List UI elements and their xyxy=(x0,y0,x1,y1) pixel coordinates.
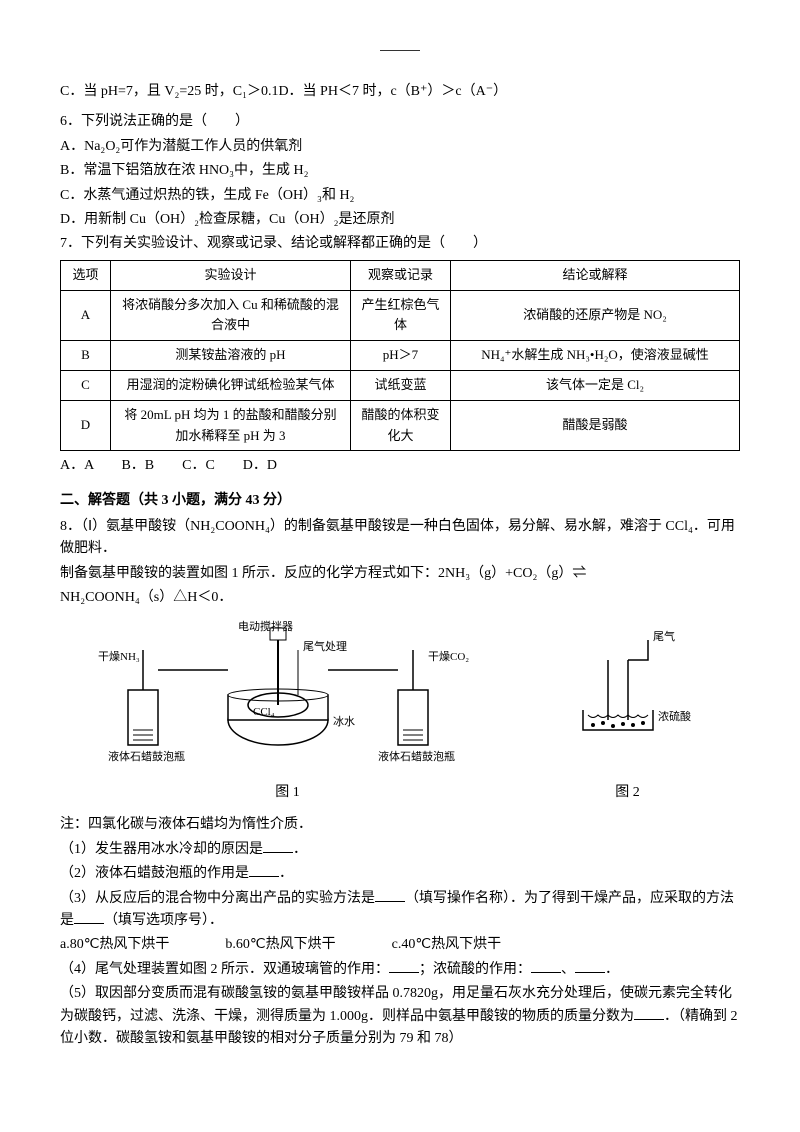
table-row: A 将浓硝酸分多次加入 Cu 和稀硫酸的混合液中 产生红棕色气体 浓硝酸的还原产… xyxy=(61,290,740,341)
header-rule xyxy=(380,50,420,51)
table-cell: 该气体一定是 Cl₂ xyxy=(451,370,740,400)
table-row: D 将 20mL pH 均为 1 的盐酸和醋酸分别加水稀释至 pH 为 3 醋酸… xyxy=(61,400,740,451)
q8-sub3c-text: （填写选项序号）． xyxy=(104,913,223,928)
fig1-caption: 图 1 xyxy=(98,782,478,804)
blank-fill[interactable] xyxy=(249,876,279,877)
q6-option-a: A．Na₂O₂可作为潜艇工作人员的供氧剂 xyxy=(60,136,740,158)
q8-sub4b-text: ；浓硫酸的作用： xyxy=(419,962,531,977)
q8-sub3-options: a.80℃热风下烘干 b.60℃热风下烘干 c.40℃热风下烘干 xyxy=(60,934,740,956)
label-tail: 尾气处理 xyxy=(303,639,347,653)
blank-fill[interactable] xyxy=(575,972,605,973)
label-tail2: 尾气 xyxy=(653,629,675,643)
table-header: 观察或记录 xyxy=(351,260,451,290)
table-cell: 用湿润的淀粉碘化钾试纸检验某气体 xyxy=(111,370,351,400)
table-cell: 测某铵盐溶液的 pH xyxy=(111,341,351,371)
q6-stem: 6．下列说法正确的是（ ） xyxy=(60,111,740,133)
q7-stem: 7．下列有关实验设计、观察或记录、结论或解释都正确的是（ ） xyxy=(60,233,740,255)
q6-option-d: D．用新制 Cu（OH）₂检查尿糖，Cu（OH）₂是还原剂 xyxy=(60,209,740,231)
q8-note: 注：四氯化碳与液体石蜡均为惰性介质． xyxy=(60,814,740,836)
blank-fill[interactable] xyxy=(389,972,419,973)
table-cell: 将 20mL pH 均为 1 的盐酸和醋酸分别加水稀释至 pH 为 3 xyxy=(111,400,351,451)
table-cell: 醋酸的体积变化大 xyxy=(351,400,451,451)
table-cell: B xyxy=(61,341,111,371)
q8-para-2a: 制备氨基甲酸铵的装置如图 1 所示．反应的化学方程式如下：2NH₃（g）+CO₂… xyxy=(60,563,740,585)
label-flask1: 液体石蜡鼓泡瓶 xyxy=(108,749,185,763)
q8-sub3a-text: （3）从反应后的混合物中分离出产品的实验方法是 xyxy=(60,891,375,906)
table-row: C 用湿润的淀粉碘化钾试纸检验某气体 试纸变蓝 该气体一定是 Cl₂ xyxy=(61,370,740,400)
table-row: B 测某铵盐溶液的 pH pH＞7 NH₄⁺水解生成 NH₃•H₂O，使溶液显碱… xyxy=(61,341,740,371)
q8-sub1-text: （1）发生器用冰水冷却的原因是 xyxy=(60,842,263,857)
table-cell: pH＞7 xyxy=(351,341,451,371)
q8-sub4c-text: 、 xyxy=(561,962,575,977)
blank-fill[interactable] xyxy=(263,852,293,853)
table-cell: 试纸变蓝 xyxy=(351,370,451,400)
label-ccl4: CCl₄ xyxy=(253,706,275,718)
section-2-header: 二、解答题（共 3 小题，满分 43 分） xyxy=(60,490,740,512)
q7-table: 选项 实验设计 观察或记录 结论或解释 A 将浓硝酸分多次加入 Cu 和稀硫酸的… xyxy=(60,260,740,452)
q8-para-2b: NH₂COONH₄（s）△H＜0． xyxy=(60,587,740,609)
q8-sub5a-text: （5）取因部分变质而混有碳酸氢铵的氨基甲酸铵样品 0.7820g，用足量石灰水充… xyxy=(60,986,732,1023)
apparatus-2-svg: 尾气 浓硫酸 xyxy=(553,620,703,770)
q8-sub4: （4）尾气处理装置如图 2 所示．双通玻璃管的作用：；浓硫酸的作用：、． xyxy=(60,959,740,981)
label-nh3: 干燥NH₃ xyxy=(98,650,140,663)
q6-option-b: B．常温下铝箔放在浓 HNO₃中，生成 H₂ xyxy=(60,160,740,182)
table-header: 选项 xyxy=(61,260,111,290)
blank-fill[interactable] xyxy=(531,972,561,973)
q8-sub5: （5）取因部分变质而混有碳酸氢铵的氨基甲酸铵样品 0.7820g，用足量石灰水充… xyxy=(60,983,740,1050)
table-header: 结论或解释 xyxy=(451,260,740,290)
q6-option-c: C．水蒸气通过炽热的铁，生成 Fe（OH）₃和 H₂ xyxy=(60,185,740,207)
q5-option-c: C．当 pH=7，且 V₂=25 时，C₁＞0.1D．当 PH＜7 时，c（B⁺… xyxy=(60,81,740,103)
blank-fill[interactable] xyxy=(634,1019,664,1020)
label-co2: 干燥CO₂ xyxy=(428,650,469,663)
q8-sub3: （3）从反应后的混合物中分离出产品的实验方法是（填写操作名称）．为了得到干燥产品… xyxy=(60,888,740,933)
q8-sub2: （2）液体石蜡鼓泡瓶的作用是． xyxy=(60,863,740,885)
table-cell: 将浓硝酸分多次加入 Cu 和稀硫酸的混合液中 xyxy=(111,290,351,341)
figure-1: 干燥NH₃ 液体石蜡鼓泡瓶 电动搅拌器 尾气处理 CCl₄ 冰水 干燥CO₂ 液… xyxy=(98,620,478,805)
q7-options: A．A B．B C．C D．D xyxy=(60,455,740,477)
q8-sub1: （1）发生器用冰水冷却的原因是． xyxy=(60,839,740,861)
figure-row: 干燥NH₃ 液体石蜡鼓泡瓶 电动搅拌器 尾气处理 CCl₄ 冰水 干燥CO₂ 液… xyxy=(60,620,740,805)
table-cell: NH₄⁺水解生成 NH₃•H₂O，使溶液显碱性 xyxy=(451,341,740,371)
label-stirrer: 电动搅拌器 xyxy=(238,620,293,633)
blank-fill[interactable] xyxy=(375,901,405,902)
apparatus-1-svg: 干燥NH₃ 液体石蜡鼓泡瓶 电动搅拌器 尾气处理 CCl₄ 冰水 干燥CO₂ 液… xyxy=(98,620,478,770)
table-cell: 浓硝酸的还原产物是 NO₂ xyxy=(451,290,740,341)
table-row: 选项 实验设计 观察或记录 结论或解释 xyxy=(61,260,740,290)
label-flask2: 液体石蜡鼓泡瓶 xyxy=(378,749,455,763)
table-cell: 醋酸是弱酸 xyxy=(451,400,740,451)
table-cell: D xyxy=(61,400,111,451)
fig2-caption: 图 2 xyxy=(553,782,703,804)
q8-sub2-text: （2）液体石蜡鼓泡瓶的作用是 xyxy=(60,866,249,881)
q8-para-1: 8．（Ⅰ）氨基甲酸铵（NH₂COONH₄）的制备氨基甲酸铵是一种白色固体，易分解… xyxy=(60,516,740,561)
label-ice: 冰水 xyxy=(333,715,355,728)
table-cell: 产生红棕色气体 xyxy=(351,290,451,341)
label-acid: 浓硫酸 xyxy=(658,709,691,723)
figure-2: 尾气 浓硫酸 图 2 xyxy=(553,620,703,805)
q8-sub4a-text: （4）尾气处理装置如图 2 所示．双通玻璃管的作用： xyxy=(60,962,389,977)
table-cell: A xyxy=(61,290,111,341)
table-cell: C xyxy=(61,370,111,400)
blank-fill[interactable] xyxy=(74,923,104,924)
table-header: 实验设计 xyxy=(111,260,351,290)
